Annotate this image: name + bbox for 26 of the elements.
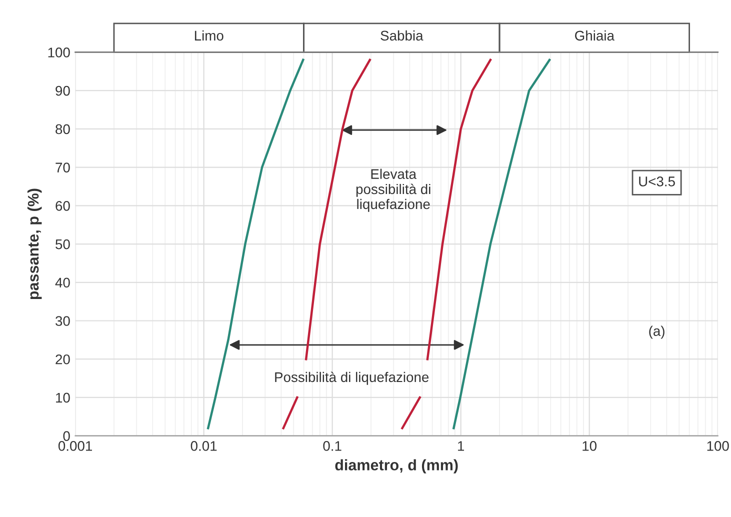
y-tick-label: 100 — [48, 48, 70, 58]
y-tick-label: 0 — [63, 431, 70, 441]
text: Limo — [194, 30, 224, 41]
annotation: Possibilità di liquefazione — [275, 372, 429, 385]
x-tick-label: 0.001 — [58, 441, 92, 451]
text: Sabbia — [380, 30, 424, 41]
y-tick-label: 70 — [56, 162, 70, 172]
x-tick-label: 0.1 — [323, 441, 342, 451]
text: Ghiaia — [575, 30, 614, 41]
y-tick-label: 30 — [56, 316, 70, 326]
annotation: (a) — [649, 326, 664, 339]
y-tick-label: 10 — [56, 392, 70, 403]
y-axis-title: passante, p (%) — [27, 188, 42, 300]
x-tick-label: 0.01 — [190, 441, 217, 451]
annotation: Elevata possibilità di liquefazione — [356, 168, 430, 212]
x-tick-label: 100 — [707, 441, 729, 451]
y-tick-label: 20 — [56, 354, 70, 364]
y-tick-label: 50 — [56, 239, 70, 250]
annotation: U<3.5 — [639, 176, 675, 186]
x-axis-title: diametro, d (mm) — [335, 459, 458, 474]
x-tick-label: 10 — [582, 441, 597, 451]
x-tick-label: 1 — [458, 441, 464, 451]
y-tick-label: 40 — [55, 278, 70, 288]
y-tick-label: 60 — [56, 200, 70, 211]
y-tick-label: 80 — [56, 124, 70, 134]
y-tick-label: 90 — [56, 86, 70, 96]
